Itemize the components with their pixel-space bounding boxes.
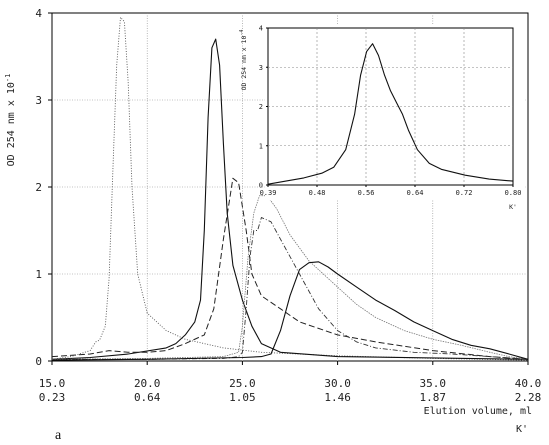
main-ylabel: OD 254 nm x 10-1 xyxy=(4,74,17,167)
inset-ytick-label: 3 xyxy=(259,64,263,72)
inset-background xyxy=(265,25,525,200)
main-xtick-label: 30.0 xyxy=(324,377,351,390)
main-xtick-label: 20.0 xyxy=(134,377,161,390)
inset-xtick-label: 0.48 xyxy=(309,189,326,197)
inset-xlabel: K' xyxy=(509,203,517,211)
main-xtick-label: 25.0 xyxy=(229,377,256,390)
main-series-4-line xyxy=(52,217,529,360)
main-xtick-k-label: 0.23 xyxy=(39,391,66,404)
main-ytick-label: 4 xyxy=(35,7,42,20)
inset-ytick-label: 1 xyxy=(259,142,263,150)
main-xtick-k-label: 0.64 xyxy=(134,391,161,404)
main-xtick-label: 35.0 xyxy=(420,377,447,390)
inset-xtick-label: 0.56 xyxy=(358,189,375,197)
main-xtick-label: 15.0 xyxy=(39,377,66,390)
main-xlabel-k: K' xyxy=(516,424,528,435)
inset-ticks: 0.39 0.48 0.56 0.64 0.72 0.80 0 1 2 3 4 xyxy=(259,25,522,198)
main-ticks: 15.0 20.0 25.0 30.0 35.0 40.0 0.23 0.64 1.05 1.46… xyxy=(35,7,541,404)
inset-xtick-label: 0.72 xyxy=(456,189,473,197)
main-ytick-label: 1 xyxy=(35,268,42,281)
inset-ylabel-text: OD 254 nm x 10 xyxy=(240,36,248,91)
main-ytick-label: 0 xyxy=(35,355,42,368)
main-series-5-line xyxy=(51,195,529,360)
main-series-3-line xyxy=(51,177,529,360)
inset-ytick-label: 0 xyxy=(259,182,263,190)
inset-ylabel: OD 254 nm x 10-4 xyxy=(239,30,248,91)
main-ytick-label: 3 xyxy=(35,94,42,107)
main-xtick-k-label: 2.28 xyxy=(515,391,542,404)
main-ytick-label: 2 xyxy=(35,181,42,194)
inset-ytick-label: 2 xyxy=(259,103,263,111)
inset-ylabel-exp: -4 xyxy=(239,30,245,36)
main-series-2-line xyxy=(51,38,529,360)
main-xtick-k-label: 1.87 xyxy=(420,391,447,404)
main-series xyxy=(51,16,529,361)
inset-grid xyxy=(268,28,513,185)
inset-series-1-line xyxy=(267,43,514,185)
main-ylabel-text: OD 254 nm x 10 xyxy=(6,82,17,166)
inset-xtick-label: 0.64 xyxy=(407,189,424,197)
main-ylabel-exp: -1 xyxy=(4,74,12,82)
inset-series xyxy=(267,43,514,185)
main-xtick-label: 40.0 xyxy=(515,377,542,390)
main-series-6-line xyxy=(51,261,529,361)
inset-xtick-label: 0.39 xyxy=(260,189,277,197)
main-xtick-k-label: 1.46 xyxy=(324,391,351,404)
main-xtick-k-label: 1.05 xyxy=(229,391,256,404)
inset-ytick-label: 4 xyxy=(259,25,263,33)
panel-label: a xyxy=(55,428,62,443)
main-xlabel: Elution volume, ml xyxy=(424,406,532,417)
inset-xtick-label: 0.80 xyxy=(505,189,522,197)
